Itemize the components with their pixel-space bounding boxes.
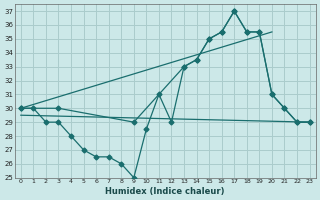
X-axis label: Humidex (Indice chaleur): Humidex (Indice chaleur) <box>106 187 225 196</box>
